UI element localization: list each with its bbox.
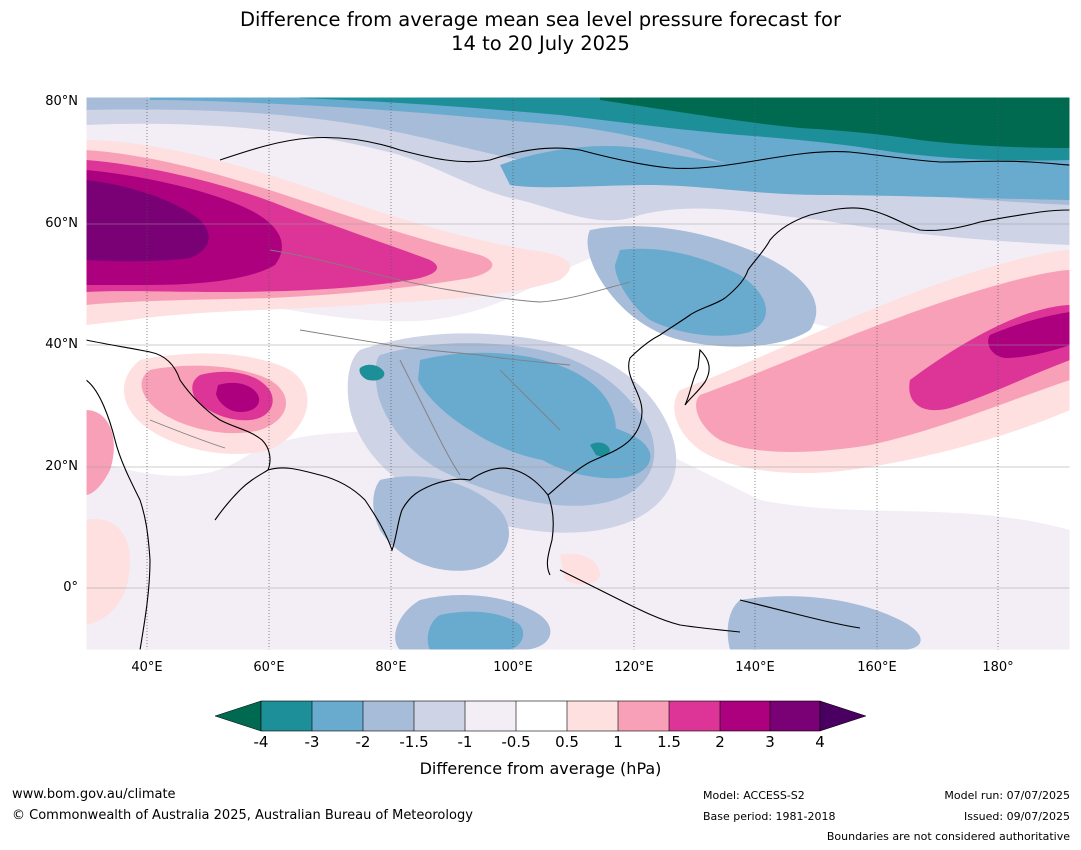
colorbar-box: [465, 701, 516, 731]
lon-label-160e: 160°E: [857, 660, 897, 675]
website-link[interactable]: www.bom.gov.au/climate: [12, 787, 176, 802]
lon-label-180: 180°: [982, 660, 1014, 675]
colorbar-tick-label: 0.5: [555, 733, 579, 751]
lon-label-60e: 60°E: [253, 660, 285, 675]
lon-label-100e: 100°E: [493, 660, 533, 675]
colorbar-box: [414, 701, 465, 731]
colorbar-box: [770, 701, 820, 731]
lon-label-80e: 80°E: [375, 660, 407, 675]
colorbar-tick-label: 1.5: [657, 733, 681, 751]
boundary-disclaimer: Boundaries are not considered authoritat…: [826, 830, 1070, 843]
lat-label-40n: 40°N: [45, 337, 78, 352]
lat-label-80n: 80°N: [45, 94, 78, 109]
colorbar-tick-label: -2: [355, 733, 371, 751]
colorbar-box: [618, 701, 669, 731]
lat-label-20n: 20°N: [45, 459, 78, 474]
colorbar-extend-low: [214, 700, 262, 732]
colorbar-box: [363, 701, 414, 731]
colorbar-tick-label: -3: [304, 733, 320, 751]
model-name: Model: ACCESS-S2: [703, 789, 805, 802]
base-period: Base period: 1981-2018: [703, 810, 836, 823]
colorbar-tick-label: -4: [253, 733, 269, 751]
colorbar-tick-label: -1.5: [399, 733, 429, 751]
colorbar-tick-label: 4: [815, 733, 825, 751]
lat-gridlines: [86, 223, 1070, 589]
colorbar-tick-label: -0.5: [501, 733, 531, 751]
colorbar: [214, 700, 867, 732]
title-line-2: 14 to 20 July 2025: [451, 32, 630, 55]
colorbar-tick-label: -1: [457, 733, 473, 751]
colorbar-tick-label: 3: [765, 733, 775, 751]
lon-gridlines: [146, 97, 999, 650]
pressure-anomaly-field: [86, 97, 1070, 650]
colorbar-box: [669, 701, 720, 731]
title-line-1: Difference from average mean sea level p…: [240, 8, 841, 31]
colorbar-tick-label: 2: [715, 733, 725, 751]
map-title: Difference from average mean sea level p…: [0, 8, 1081, 56]
colorbar-tick-label: 1: [613, 733, 623, 751]
colorbar-box: [261, 701, 312, 731]
lat-label-60n: 60°N: [45, 216, 78, 231]
country-boundaries: [149, 249, 631, 476]
lat-label-0: 0°: [63, 580, 78, 595]
colorbar-box: [516, 701, 567, 731]
lon-label-140e: 140°E: [735, 660, 775, 675]
lon-label-120e: 120°E: [614, 660, 654, 675]
model-run-date: Model run: 07/07/2025: [944, 789, 1070, 802]
colorbar-extend-high: [819, 700, 867, 732]
colorbar-box: [720, 701, 770, 731]
coastlines: [86, 136, 1070, 650]
copyright-text: © Commonwealth of Australia 2025, Austra…: [12, 808, 473, 823]
colorbar-title: Difference from average (hPa): [419, 759, 662, 778]
lon-label-40e: 40°E: [131, 660, 163, 675]
colorbar-box: [312, 701, 363, 731]
colorbar-box: [567, 701, 618, 731]
issued-date: Issued: 09/07/2025: [963, 810, 1070, 823]
